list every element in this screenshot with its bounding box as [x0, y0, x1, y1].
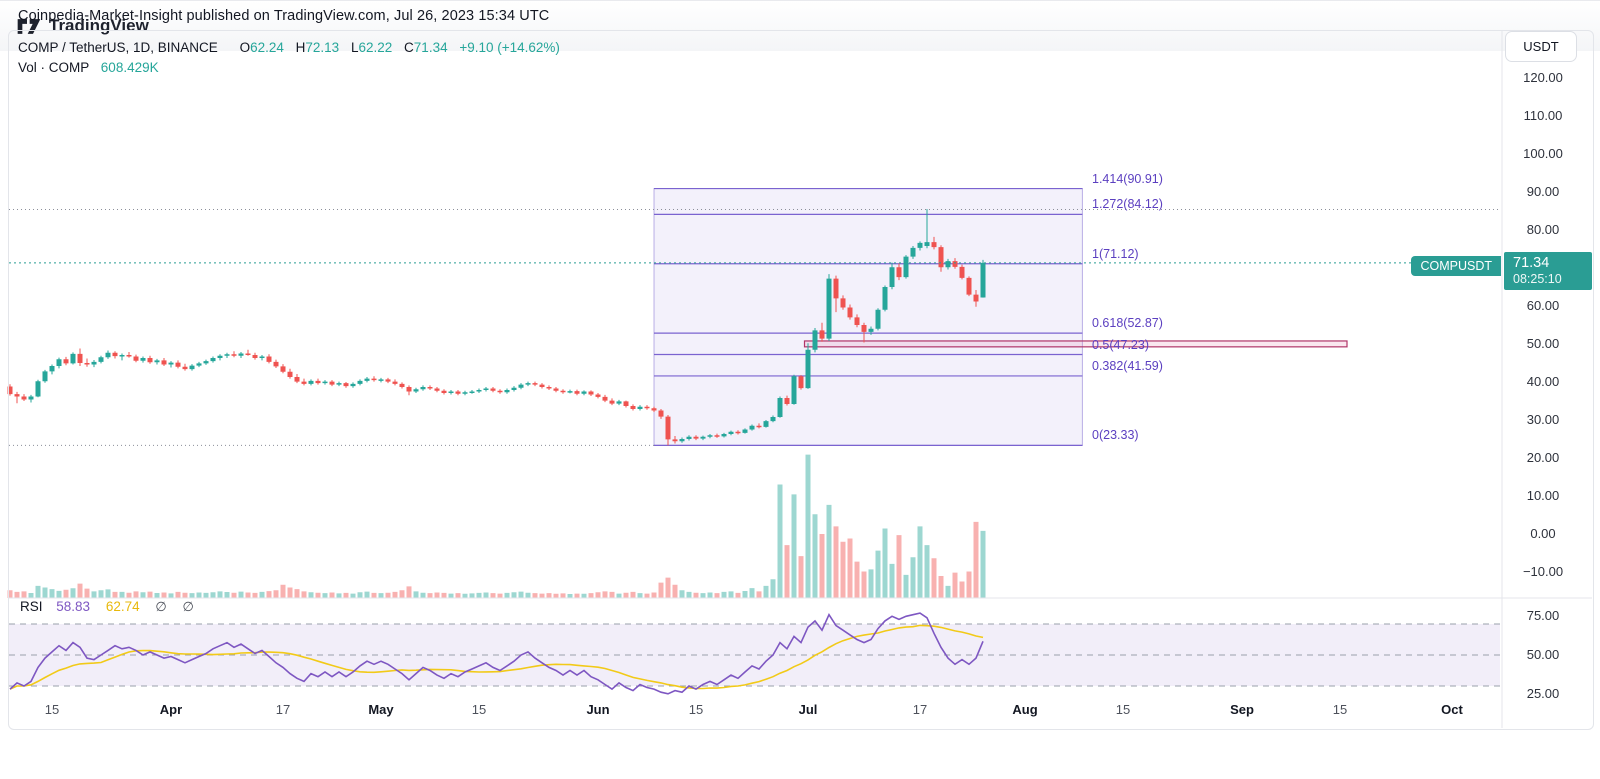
price-tick: 40.00	[1526, 374, 1560, 389]
price-tick: 120.00	[1523, 70, 1563, 85]
symbol-name[interactable]: COMP / TetherUS, 1D, BINANCE	[18, 40, 218, 55]
fib-label: 1.414(90.91)	[1092, 171, 1163, 186]
current-symbol-tag: COMPUSDT	[1411, 256, 1501, 276]
fib-label: 1.272(84.12)	[1092, 197, 1163, 212]
rsi-empty-icon: ∅	[182, 599, 194, 614]
fib-label: 1(71.12)	[1092, 246, 1139, 261]
tradingview-logo-icon[interactable]	[17, 17, 41, 36]
volume-legend: Vol · COMP 608.429K	[18, 60, 159, 75]
open-value: 62.24	[250, 40, 284, 55]
rsi-empty-icon: ∅	[155, 599, 167, 614]
rsi-tick: 75.00	[1526, 608, 1560, 624]
close-value: 71.34	[413, 40, 448, 55]
price-tick: 10.00	[1526, 488, 1560, 503]
rsi-legend: RSI 58.83 62.74 ∅ ∅	[20, 599, 194, 615]
time-tick: 15	[471, 702, 487, 717]
rsi-tick: 50.00	[1526, 647, 1560, 662]
rsi-value: 58.83	[56, 599, 91, 614]
volume-value: 608.429K	[100, 60, 159, 75]
price-tick: 100.00	[1523, 146, 1563, 161]
close-letter: C	[404, 40, 414, 55]
price-tick: 0.00	[1530, 526, 1556, 541]
price-tick: 30.00	[1526, 412, 1560, 427]
time-tick: Sep	[1230, 702, 1254, 717]
price-tick: 60.00	[1526, 298, 1560, 313]
fib-label: 0.5(47.23)	[1092, 337, 1149, 352]
time-tick: Jun	[586, 702, 610, 717]
change-value: +9.10 (+14.62%)	[459, 40, 560, 55]
price-tick: 50.00	[1526, 336, 1560, 351]
current-price-label[interactable]: 71.34 08:25:10	[1504, 252, 1592, 291]
time-tick: 17	[912, 702, 928, 717]
time-tick: May	[368, 702, 394, 717]
high-letter: H	[295, 40, 306, 55]
fib-label: 0.382(41.59)	[1092, 358, 1163, 373]
current-price-value: 71.34	[1513, 255, 1550, 271]
price-tick: 80.00	[1526, 222, 1560, 237]
volume-label: Vol · COMP	[18, 60, 90, 75]
time-tick: 15	[688, 702, 704, 717]
price-tick: 90.00	[1526, 184, 1560, 199]
low-value: 62.22	[358, 40, 393, 55]
currency-toggle-usdt[interactable]: USDT	[1505, 31, 1577, 62]
rsi-tick: 25.00	[1526, 685, 1560, 701]
price-tick: 110.00	[1523, 108, 1563, 123]
time-tick: 17	[275, 702, 291, 717]
time-tick: Oct	[1441, 702, 1463, 717]
time-tick: Apr	[159, 702, 183, 717]
time-tick: Jul	[798, 702, 818, 717]
fib-label: 0(23.33)	[1092, 428, 1139, 443]
low-letter: L	[350, 40, 359, 55]
time-tick: Aug	[1012, 702, 1038, 717]
rsi-ma-value: 62.74	[105, 599, 140, 614]
time-tick: 15	[44, 702, 60, 717]
bar-countdown: 08:25:10	[1513, 271, 1562, 286]
publication-title: Coinpedia-Market-Insight published on Tr…	[18, 8, 550, 24]
price-tick: −10.00	[1522, 564, 1564, 579]
time-tick: 15	[1332, 702, 1348, 717]
price-tick: 20.00	[1526, 450, 1560, 465]
fib-label: 0.618(52.87)	[1092, 316, 1163, 331]
symbol-legend: COMP / TetherUS, 1D, BINANCE O62.24 H72.…	[18, 40, 560, 55]
rsi-label[interactable]: RSI	[20, 599, 43, 614]
time-tick: 15	[1115, 702, 1131, 717]
open-letter: O	[239, 40, 251, 55]
high-value: 72.13	[305, 40, 340, 55]
